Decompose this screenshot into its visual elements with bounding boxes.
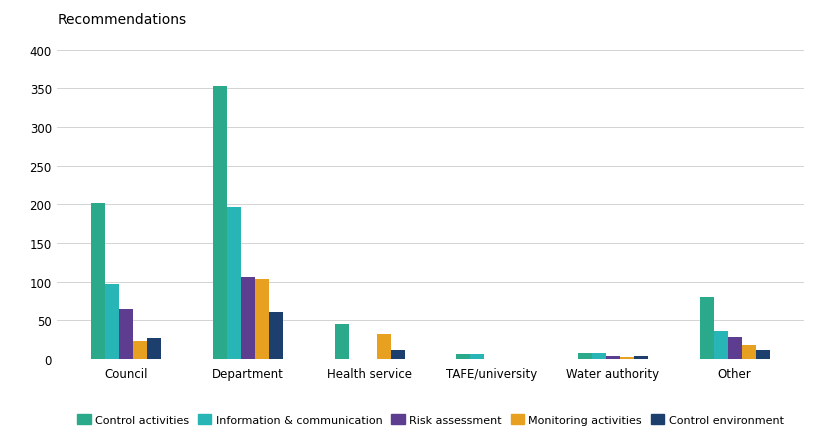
- Bar: [741, 345, 755, 359]
- Bar: [755, 351, 769, 359]
- Bar: [470, 354, 484, 359]
- Bar: [619, 357, 633, 359]
- Bar: [147, 338, 161, 359]
- Bar: [633, 356, 647, 359]
- Bar: [334, 325, 348, 359]
- Bar: [213, 87, 227, 359]
- Bar: [577, 353, 591, 359]
- Text: Recommendations: Recommendations: [57, 13, 186, 27]
- Bar: [390, 350, 404, 359]
- Bar: [605, 356, 619, 359]
- Bar: [133, 341, 147, 359]
- Legend: Control activities, Information & communication, Risk assessment, Monitoring act: Control activities, Information & commun…: [73, 410, 787, 429]
- Bar: [699, 297, 713, 359]
- Bar: [456, 354, 470, 359]
- Bar: [241, 277, 255, 359]
- Bar: [91, 203, 105, 359]
- Bar: [119, 310, 133, 359]
- Bar: [726, 338, 741, 359]
- Bar: [269, 312, 283, 359]
- Bar: [376, 335, 390, 359]
- Bar: [105, 284, 119, 359]
- Bar: [713, 332, 726, 359]
- Bar: [591, 353, 605, 359]
- Bar: [227, 207, 241, 359]
- Bar: [255, 280, 269, 359]
